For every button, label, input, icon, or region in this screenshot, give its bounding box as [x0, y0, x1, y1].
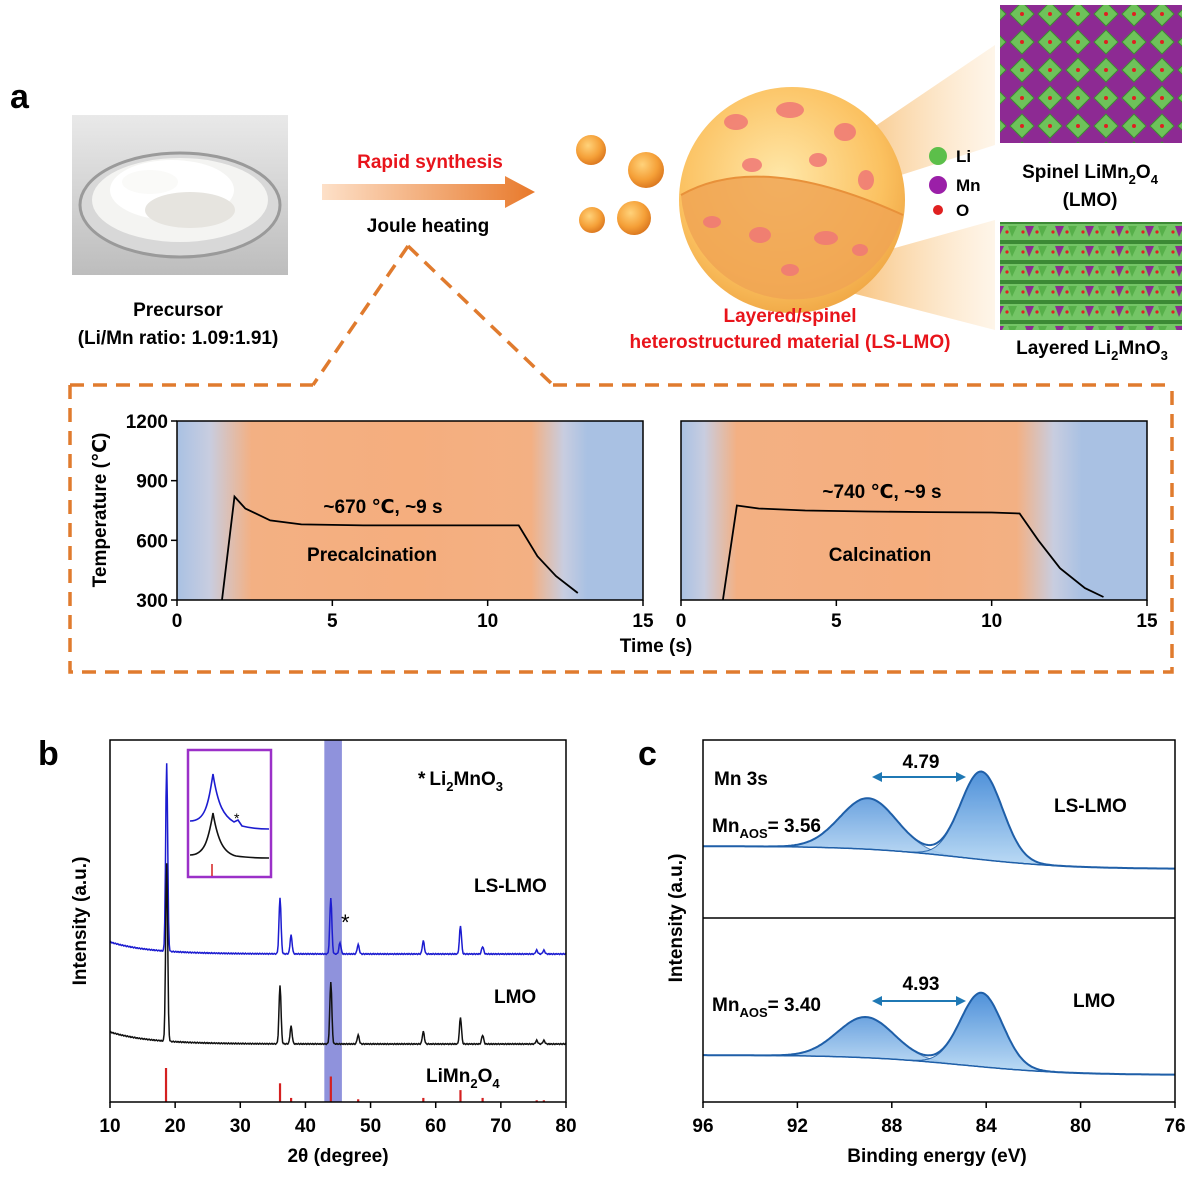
x-tick-label: 0 — [172, 611, 183, 632]
x-tick-label: 10 — [477, 611, 498, 632]
fitted-peak — [702, 1016, 1176, 1076]
x-tick-label: 96 — [692, 1116, 713, 1137]
splitting-arrow-bottom — [872, 996, 966, 1006]
spinel-label: Spinel LiMn2O4 — [1022, 162, 1159, 187]
y-tick-label: 900 — [136, 472, 168, 493]
panel-label-c: c — [638, 735, 657, 773]
xps-aos-top: MnAOS= 3.56 — [712, 816, 821, 841]
xps-name-top: LS-LMO — [1054, 796, 1127, 817]
material-line1: Layered/spinel — [723, 306, 856, 327]
heating-ylabel: Temperature (℃) — [90, 433, 111, 588]
xrd-lmo-pattern — [109, 863, 567, 1046]
xps-name-bottom: LMO — [1073, 991, 1115, 1012]
layered-label: Layered Li2MnO3 — [1016, 338, 1168, 363]
particles — [576, 135, 664, 235]
synthesis-arrow — [322, 176, 535, 208]
y-tick-label: 1200 — [126, 412, 168, 433]
precursor-ratio: (Li/Mn ratio: 1.09:1.91) — [78, 328, 279, 349]
xrd-ls-lmo-pattern — [109, 763, 567, 956]
legend-o: O — [956, 201, 969, 220]
xrd-ylabel: Intensity (a.u.) — [70, 857, 91, 986]
heating-xlabel: Time (s) — [620, 636, 693, 657]
x-tick-label: 5 — [831, 611, 842, 632]
beam-lower — [840, 220, 995, 330]
x-tick-label: 88 — [881, 1116, 902, 1137]
xrd-chart: 10 20 30 40 50 60 70 80 * * * Li2MnO3 LS-LMO LMO… — [99, 739, 577, 1137]
x-tick-label: 40 — [295, 1116, 316, 1137]
spinel-abbr: (LMO) — [1063, 190, 1118, 211]
x-tick-label: 80 — [555, 1116, 576, 1137]
y-tick-label: 600 — [136, 531, 168, 552]
x-tick-label: 5 — [327, 611, 338, 632]
splitting-value-bottom: 4.93 — [903, 974, 940, 995]
mn-atom-icon — [929, 176, 947, 194]
x-tick-label: 0 — [676, 611, 687, 632]
layered-structure — [1000, 222, 1182, 330]
precalcination-annotation: ~670 ℃, ~9 s — [323, 497, 442, 518]
xps-ylabel: Intensity (a.u.) — [666, 854, 687, 983]
xps-orbital-label: Mn 3s — [714, 769, 768, 790]
x-tick-label: 76 — [1164, 1116, 1185, 1137]
legend-mn: Mn — [956, 176, 981, 195]
spinel-structure — [1000, 5, 1182, 143]
splitting-value-top: 4.79 — [903, 752, 940, 773]
panel-label-a: a — [10, 78, 30, 116]
xps-aos-bottom: MnAOS= 3.40 — [712, 995, 821, 1020]
x-tick-label: 80 — [1070, 1116, 1091, 1137]
envelope-curve — [703, 991, 1176, 1076]
inset-lmo-curve — [189, 812, 270, 859]
xps-xlabel: Binding energy (eV) — [847, 1146, 1026, 1167]
xrd-label-limn2o4: LiMn2O4 — [426, 1066, 500, 1091]
calcination-annotation: ~740 ℃, ~9 s — [822, 482, 941, 503]
inset-ls-lmo-curve — [189, 773, 270, 830]
xrd-xlabel: 2θ (degree) — [287, 1146, 388, 1167]
xrd-inset: * — [186, 748, 273, 879]
rapid-synthesis-label: Rapid synthesis — [357, 152, 503, 173]
precalcination-curve — [221, 494, 579, 601]
joule-heating-label: Joule heating — [367, 216, 489, 237]
x-tick-label: 70 — [490, 1116, 511, 1137]
precursor-label: Precursor — [133, 300, 223, 321]
calcination-stage: Calcination — [829, 545, 931, 566]
o-atom-icon — [933, 205, 943, 215]
x-tick-label: 15 — [632, 611, 654, 632]
y-tick-label: 300 — [136, 591, 168, 612]
splitting-arrow-top — [872, 772, 966, 782]
x-tick-label: 10 — [99, 1116, 120, 1137]
ls-lmo-sphere — [679, 87, 905, 313]
xrd-legend: * Li2MnO3 — [418, 769, 503, 794]
dashed-callout-frame — [68, 244, 1174, 674]
envelope-curve — [703, 770, 1175, 870]
heating-chart-precalcination: ~670 ℃, ~9 s Precalcination 0 5 10 15 300 600… — [126, 412, 654, 632]
inset-star: * — [234, 810, 240, 826]
xrd-highlight-band — [324, 740, 342, 1102]
x-tick-label: 92 — [787, 1116, 808, 1137]
calcination-curve — [722, 504, 1104, 601]
precursor-photo — [72, 115, 288, 275]
x-tick-label: 60 — [425, 1116, 446, 1137]
precalcination-stage: Precalcination — [307, 545, 437, 566]
material-line2: heterostructured material (LS-LMO) — [630, 332, 951, 353]
legend-li: Li — [956, 147, 971, 166]
heating-chart-calcination: ~740 ℃, ~9 s Calcination 0 5 10 15 — [676, 420, 1158, 632]
xrd-label-lmo: LMO — [494, 987, 536, 1008]
x-tick-label: 10 — [981, 611, 1002, 632]
x-tick-label: 84 — [976, 1116, 998, 1137]
x-tick-label: 30 — [230, 1116, 251, 1137]
atom-legend: Li Mn O — [929, 147, 981, 220]
xrd-label-ls-lmo: LS-LMO — [474, 876, 547, 897]
li-atom-icon — [929, 147, 947, 165]
xrd-peak-star: * — [341, 910, 350, 935]
xps-chart: 96 92 88 84 80 76 Mn 3s MnAOS= 3.56 MnAOS= 3.… — [692, 739, 1186, 1137]
panel-label-b: b — [38, 735, 59, 773]
x-tick-label: 15 — [1136, 611, 1158, 632]
x-tick-label: 50 — [360, 1116, 381, 1137]
x-tick-label: 20 — [165, 1116, 186, 1137]
